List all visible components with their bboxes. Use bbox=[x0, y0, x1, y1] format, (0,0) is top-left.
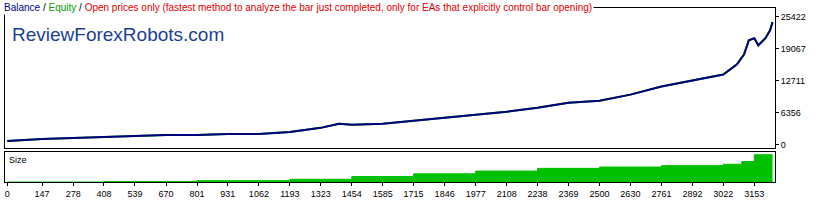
svg-text:147: 147 bbox=[35, 189, 50, 199]
svg-text:6356: 6356 bbox=[781, 108, 801, 118]
svg-text:670: 670 bbox=[159, 189, 174, 199]
svg-text:2108: 2108 bbox=[497, 189, 517, 199]
svg-text:2892: 2892 bbox=[682, 189, 702, 199]
svg-text:2369: 2369 bbox=[559, 189, 579, 199]
svg-text:0: 0 bbox=[5, 189, 10, 199]
svg-text:1977: 1977 bbox=[466, 189, 486, 199]
svg-text:408: 408 bbox=[96, 189, 111, 199]
svg-text:1193: 1193 bbox=[280, 189, 299, 199]
svg-text:Balance / Equity / Open prices: Balance / Equity / Open prices only (fas… bbox=[4, 2, 592, 13]
svg-text:1715: 1715 bbox=[404, 189, 424, 199]
svg-text:2761: 2761 bbox=[651, 189, 671, 199]
svg-text:2500: 2500 bbox=[590, 189, 610, 199]
svg-text:539: 539 bbox=[127, 189, 142, 199]
svg-text:Size: Size bbox=[9, 155, 27, 165]
svg-text:2238: 2238 bbox=[527, 189, 547, 199]
svg-text:801: 801 bbox=[190, 189, 205, 199]
svg-text:1846: 1846 bbox=[435, 189, 455, 199]
svg-text:1454: 1454 bbox=[342, 189, 362, 199]
svg-text:25422: 25422 bbox=[781, 12, 806, 22]
svg-text:931: 931 bbox=[220, 189, 235, 199]
svg-text:278: 278 bbox=[66, 189, 81, 199]
svg-text:1323: 1323 bbox=[311, 189, 331, 199]
svg-text:19067: 19067 bbox=[781, 44, 806, 54]
svg-text:12711: 12711 bbox=[781, 76, 805, 86]
svg-text:3153: 3153 bbox=[744, 189, 764, 199]
svg-text:1062: 1062 bbox=[249, 189, 269, 199]
svg-text:1585: 1585 bbox=[373, 189, 393, 199]
svg-text:3022: 3022 bbox=[713, 189, 733, 199]
svg-text:0: 0 bbox=[781, 140, 786, 150]
svg-text:2630: 2630 bbox=[620, 189, 640, 199]
svg-text:ReviewForexRobots.com: ReviewForexRobots.com bbox=[12, 24, 224, 45]
